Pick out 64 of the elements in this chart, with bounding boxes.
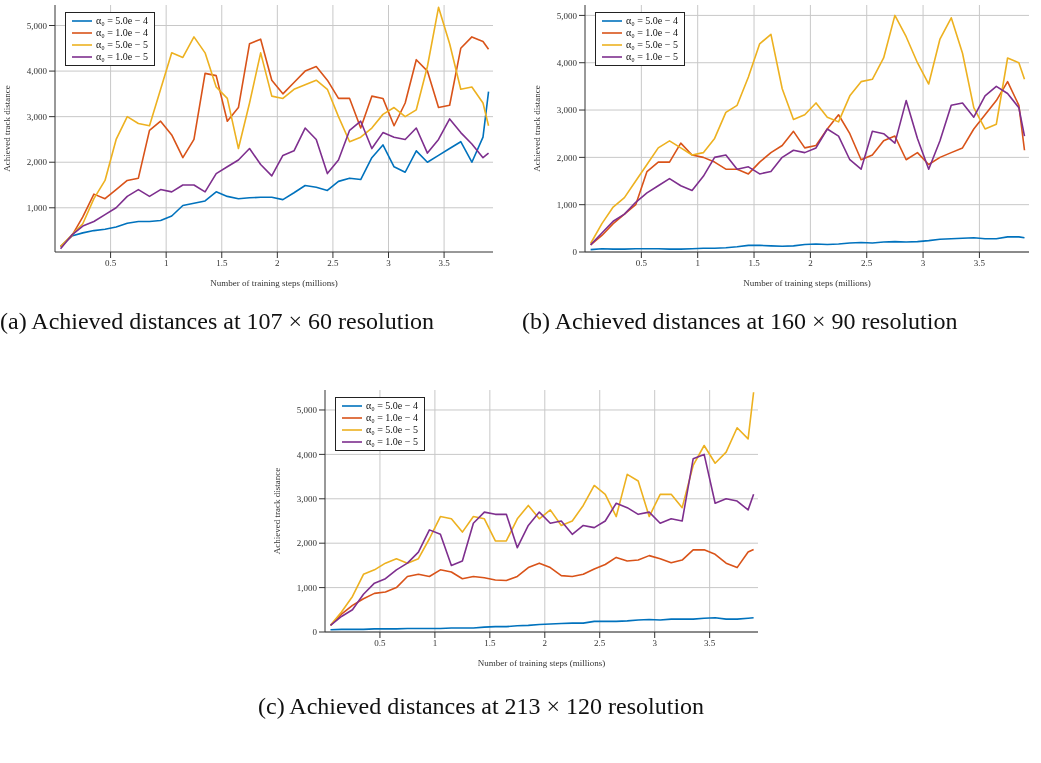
y-tick-label: 2,000 <box>556 152 578 163</box>
x-tick-label: 3 <box>386 258 392 269</box>
legend-label: α₀ = 5.0e − 5 <box>96 39 148 51</box>
y-tick-label: 4,000 <box>296 449 318 460</box>
x-tick-label: 2 <box>542 638 548 649</box>
x-tick-label: 3.5 <box>704 638 716 649</box>
y-tick-label: 4,000 <box>556 57 578 68</box>
x-tick-label: 3.5 <box>438 258 451 269</box>
x-tick-label: 2.5 <box>594 638 606 649</box>
x-axis-title: Number of training steps (millions) <box>743 278 871 288</box>
line-series <box>589 236 1026 251</box>
legend-label: α₀ = 1.0e − 5 <box>96 51 148 63</box>
x-tick-label: 2 <box>275 258 280 269</box>
y-axis-title: Achieved track distance <box>272 467 283 555</box>
x-tick-label: 0.5 <box>374 638 387 649</box>
x-tick-label: 3 <box>920 258 926 269</box>
x-tick-label: 0.5 <box>635 258 648 269</box>
x-tick-label: 3 <box>652 638 658 649</box>
legend-label: α₀ = 1.0e − 5 <box>626 51 678 63</box>
legend-label: α₀ = 1.0e − 4 <box>96 27 148 39</box>
y-tick-label: 3,000 <box>556 105 578 116</box>
x-axis-title: Number of training steps (millions) <box>210 278 338 288</box>
x-tick-label: 3.5 <box>973 258 986 269</box>
legend-label: α₀ = 1.0e − 5 <box>366 436 418 448</box>
y-tick-label: 3,000 <box>26 111 48 122</box>
y-tick-label: 1,000 <box>296 582 318 593</box>
y-tick-label: 1,000 <box>556 199 578 210</box>
line-series <box>59 118 490 250</box>
x-tick-label: 1.5 <box>216 258 228 269</box>
y-tick-label: 5,000 <box>296 405 318 416</box>
x-tick-label: 1 <box>695 258 700 269</box>
y-axis-title: Achieved track distance <box>532 85 543 172</box>
y-tick-label: 5,000 <box>26 20 48 31</box>
x-axis-title: Number of training steps (millions) <box>477 658 606 668</box>
x-tick-label: 2.5 <box>861 258 873 269</box>
legend-label: α₀ = 5.0e − 4 <box>96 15 148 27</box>
y-tick-label: 0 <box>572 247 578 258</box>
y-tick-label: 3,000 <box>296 493 318 504</box>
x-tick-label: 2.5 <box>327 258 340 269</box>
legend-label: α₀ = 1.0e − 4 <box>366 412 418 424</box>
legend-label: α₀ = 5.0e − 4 <box>366 400 418 412</box>
legend-label: α₀ = 5.0e − 5 <box>366 424 418 436</box>
y-tick-label: 2,000 <box>296 538 318 549</box>
x-tick-label: 1.5 <box>484 638 496 649</box>
legend-label: α₀ = 1.0e − 4 <box>626 27 678 39</box>
text: (c) Achieved distances at 213 × 120 resolution <box>258 692 706 721</box>
line-series <box>329 453 755 627</box>
legend-label: α₀ = 5.0e − 4 <box>626 15 678 27</box>
text: (b) Achieved distances at 160 × 90 resolution <box>522 307 959 336</box>
x-tick-label: 2 <box>808 258 813 269</box>
x-tick-label: 0.5 <box>104 258 117 269</box>
legend-label: α₀ = 5.0e − 5 <box>626 39 678 51</box>
y-tick-label: 1,000 <box>26 202 48 213</box>
x-tick-label: 1.5 <box>748 258 761 269</box>
x-tick-label: 1 <box>163 258 169 269</box>
y-axis-title: Achieved track distance <box>2 85 13 172</box>
y-tick-label: 2,000 <box>26 157 48 168</box>
x-tick-label: 1 <box>432 638 438 649</box>
text: (a) Achieved distances at 107 × 60 resolution <box>0 307 436 336</box>
line-series <box>329 616 755 631</box>
line-series <box>589 14 1026 245</box>
y-tick-label: 0 <box>312 627 318 638</box>
y-tick-label: 5,000 <box>556 10 578 21</box>
y-tick-label: 4,000 <box>26 66 48 77</box>
